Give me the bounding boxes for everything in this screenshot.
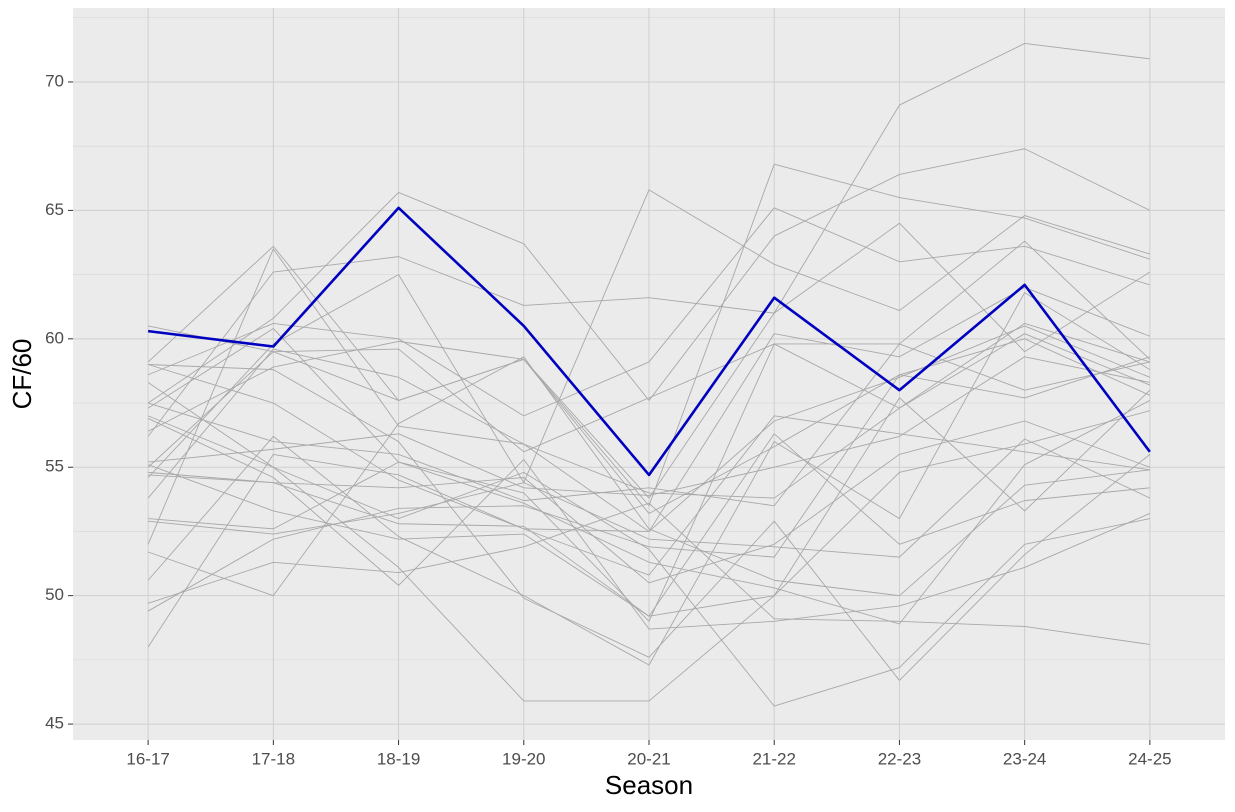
- series-line: [147, 338, 1151, 612]
- x-tick-label: 19-20: [502, 749, 545, 768]
- series-line: [148, 240, 1151, 453]
- series-line: [147, 364, 1150, 576]
- series-line: [147, 356, 1150, 597]
- series-line: [148, 364, 1151, 681]
- series-line: [148, 356, 1150, 496]
- y-tick-label: 45: [45, 714, 64, 733]
- series-line: [147, 382, 1151, 702]
- y-tick-label: 65: [45, 200, 64, 219]
- x-axis-title: Season: [605, 770, 693, 800]
- x-tick-label: 20-21: [627, 749, 670, 768]
- series-line: [147, 343, 1150, 507]
- x-tick-label: 21-22: [752, 749, 795, 768]
- series-line: [147, 292, 1151, 666]
- y-axis-title: CF/60: [7, 339, 37, 410]
- series-line: [147, 163, 1151, 507]
- y-tick-label: 50: [45, 585, 64, 604]
- series-line: [147, 42, 1150, 499]
- series-line: [147, 207, 1151, 417]
- series-line: [147, 222, 1151, 437]
- series-line: [148, 400, 1151, 625]
- series-line: [147, 502, 1150, 645]
- series-line: [147, 189, 1151, 484]
- series-line: [147, 340, 1151, 514]
- x-tick-label: 18-19: [377, 749, 420, 768]
- series-line: [147, 418, 1151, 630]
- y-tick-label: 55: [45, 457, 64, 476]
- x-tick-label: 23-24: [1003, 749, 1046, 768]
- series-line: [148, 438, 1151, 558]
- x-tick-label: 17-18: [252, 749, 295, 768]
- x-tick-label: 22-23: [878, 749, 921, 768]
- series-line: [147, 322, 1151, 622]
- series-line: [147, 148, 1151, 404]
- series-line: [147, 325, 1151, 648]
- series-line: [147, 415, 1150, 707]
- x-tick-label: 16-17: [126, 749, 169, 768]
- y-tick-label: 70: [45, 71, 64, 90]
- series-line: [147, 206, 1151, 477]
- series-line: [148, 410, 1150, 617]
- y-tick-label: 60: [45, 328, 64, 347]
- x-tick-label: 24-25: [1128, 749, 1171, 768]
